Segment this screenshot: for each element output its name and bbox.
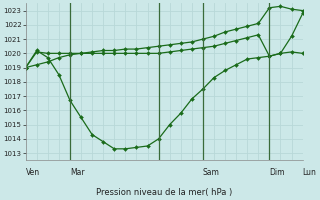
- Text: Pression niveau de la mer( hPa ): Pression niveau de la mer( hPa ): [96, 188, 232, 197]
- Text: Ven: Ven: [26, 168, 40, 177]
- Text: Mar: Mar: [70, 168, 84, 177]
- Text: Dim: Dim: [269, 168, 285, 177]
- Text: Sam: Sam: [203, 168, 220, 177]
- Text: Lun: Lun: [303, 168, 316, 177]
